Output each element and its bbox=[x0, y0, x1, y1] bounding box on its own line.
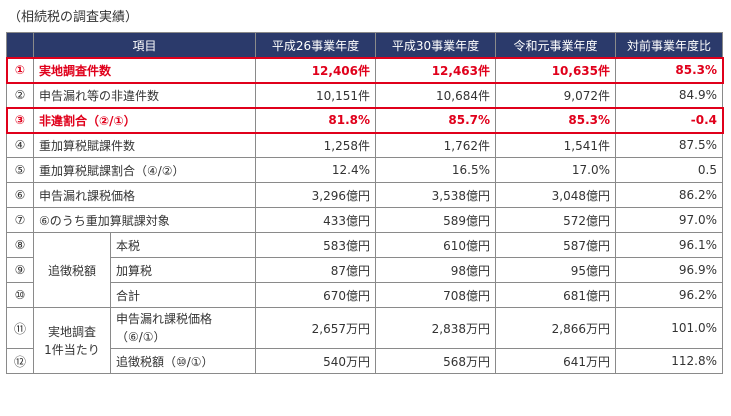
cell-y2: 1,762件 bbox=[375, 132, 497, 158]
row-number: ⑦ bbox=[6, 207, 34, 233]
cell-y1: 81.8% bbox=[255, 107, 377, 133]
row-number: ⑧ bbox=[6, 232, 34, 258]
group-label-per-case: 実地調査 1件当たり bbox=[33, 307, 111, 374]
cell-y2: 589億円 bbox=[375, 207, 497, 233]
sublabel-line: 申告漏れ課税価格 bbox=[116, 312, 213, 326]
cell-ratio: -0.4 bbox=[615, 107, 724, 133]
header-y3: 令和元事業年度 bbox=[495, 32, 617, 58]
cell-y1: 583億円 bbox=[255, 232, 377, 258]
cell-y3: 572億円 bbox=[495, 207, 617, 233]
tax-audit-table: 項目 平成26事業年度 平成30事業年度 令和元事業年度 対前事業年度比 ① 実… bbox=[5, 32, 724, 374]
cell-ratio: 101.0% bbox=[615, 307, 724, 349]
cell-y3: 9,072件 bbox=[495, 82, 617, 108]
cell-y1: 87億円 bbox=[255, 257, 377, 283]
cell-y3: 17.0% bbox=[495, 157, 617, 183]
cell-y3: 681億円 bbox=[495, 282, 617, 308]
row-label: 重加算税賦課割合（④/②） bbox=[32, 157, 257, 183]
cell-y3: 95億円 bbox=[495, 257, 617, 283]
table-row: ⑨ 加算税 87億円 98億円 95億円 96.9% bbox=[6, 257, 724, 283]
cell-y1: 10,151件 bbox=[255, 82, 377, 108]
row-number: ③ bbox=[6, 107, 34, 133]
cell-y1: 12,406件 bbox=[255, 57, 377, 83]
cell-y1: 3,296億円 bbox=[255, 182, 377, 208]
cell-ratio: 84.9% bbox=[615, 82, 724, 108]
row-sublabel: 申告漏れ課税価格 （⑥/①） bbox=[109, 307, 257, 349]
header-y2: 平成30事業年度 bbox=[375, 32, 497, 58]
row-number: ⑪ bbox=[6, 307, 34, 349]
cell-ratio: 97.0% bbox=[615, 207, 724, 233]
row-sublabel: 本税 bbox=[109, 232, 257, 258]
cell-ratio: 85.3% bbox=[615, 57, 724, 83]
table-row: ⑤ 重加算税賦課割合（④/②） 12.4% 16.5% 17.0% 0.5 bbox=[6, 157, 724, 183]
cell-y2: 3,538億円 bbox=[375, 182, 497, 208]
row-sublabel: 合計 bbox=[109, 282, 257, 308]
row-sublabel: 追徴税額（⑩/①） bbox=[109, 348, 257, 374]
cell-ratio: 112.8% bbox=[615, 348, 724, 374]
table-row: ⑦ ⑥のうち重加算賦課対象 433億円 589億円 572億円 97.0% bbox=[6, 207, 724, 233]
cell-ratio: 86.2% bbox=[615, 182, 724, 208]
cell-y3: 1,541件 bbox=[495, 132, 617, 158]
table-caption: （相続税の調査実績） bbox=[8, 10, 139, 25]
group-label-line: 実地調査 bbox=[47, 324, 96, 339]
group-label-additional-tax: 追徴税額 bbox=[33, 232, 111, 308]
row-number: ⑩ bbox=[6, 282, 34, 308]
cell-y2: 16.5% bbox=[375, 157, 497, 183]
row-number: ⑨ bbox=[6, 257, 34, 283]
row-number: ⑥ bbox=[6, 182, 34, 208]
row-number: ⑫ bbox=[6, 348, 34, 374]
cell-y2: 10,684件 bbox=[375, 82, 497, 108]
cell-y3: 641万円 bbox=[495, 348, 617, 374]
cell-y3: 2,866万円 bbox=[495, 307, 617, 349]
row-number: ① bbox=[6, 57, 34, 83]
header-ratio: 対前事業年度比 bbox=[615, 32, 724, 58]
cell-y2: 708億円 bbox=[375, 282, 497, 308]
row-label: 実地調査件数 bbox=[32, 57, 257, 83]
cell-y2: 610億円 bbox=[375, 232, 497, 258]
cell-y3: 587億円 bbox=[495, 232, 617, 258]
table-row: ⑫ 追徴税額（⑩/①） 540万円 568万円 641万円 112.8% bbox=[6, 348, 724, 374]
cell-ratio: 96.9% bbox=[615, 257, 724, 283]
cell-y2: 568万円 bbox=[375, 348, 497, 374]
row-label: ⑥のうち重加算賦課対象 bbox=[32, 207, 257, 233]
row-number: ④ bbox=[6, 132, 34, 158]
row-label: 申告漏れ課税価格 bbox=[32, 182, 257, 208]
cell-y3: 85.3% bbox=[495, 107, 617, 133]
table-row: ⑩ 合計 670億円 708億円 681億円 96.2% bbox=[6, 282, 724, 308]
cell-y1: 540万円 bbox=[255, 348, 377, 374]
table-row: ⑥ 申告漏れ課税価格 3,296億円 3,538億円 3,048億円 86.2% bbox=[6, 182, 724, 208]
cell-y3: 3,048億円 bbox=[495, 182, 617, 208]
table-row: ⑪ 実地調査 1件当たり 申告漏れ課税価格 （⑥/①） 2,657万円 2,83… bbox=[6, 307, 724, 374]
cell-y1: 1,258件 bbox=[255, 132, 377, 158]
cell-y1: 12.4% bbox=[255, 157, 377, 183]
cell-y2: 98億円 bbox=[375, 257, 497, 283]
cell-y2: 12,463件 bbox=[375, 57, 497, 83]
cell-y1: 2,657万円 bbox=[255, 307, 377, 349]
cell-ratio: 87.5% bbox=[615, 132, 724, 158]
table-row: ② 申告漏れ等の非違件数 10,151件 10,684件 9,072件 84.9… bbox=[6, 82, 724, 108]
table-row: ③ 非違割合（②/①） 81.8% 85.7% 85.3% -0.4 bbox=[5, 106, 724, 134]
cell-y1: 670億円 bbox=[255, 282, 377, 308]
group-label-line: 1件当たり bbox=[44, 342, 100, 357]
cell-ratio: 0.5 bbox=[615, 157, 724, 183]
cell-y2: 85.7% bbox=[375, 107, 497, 133]
cell-y3: 10,635件 bbox=[495, 57, 617, 83]
row-label: 重加算税賦課件数 bbox=[32, 132, 257, 158]
row-label: 申告漏れ等の非違件数 bbox=[32, 82, 257, 108]
table-header-row: 項目 平成26事業年度 平成30事業年度 令和元事業年度 対前事業年度比 bbox=[6, 32, 724, 58]
header-y1: 平成26事業年度 bbox=[255, 32, 377, 58]
header-num bbox=[6, 32, 34, 58]
sublabel-line: （⑥/①） bbox=[116, 330, 166, 344]
row-sublabel: 加算税 bbox=[109, 257, 257, 283]
row-number: ② bbox=[6, 82, 34, 108]
cell-y2: 2,838万円 bbox=[375, 307, 497, 349]
cell-ratio: 96.1% bbox=[615, 232, 724, 258]
row-label: 非違割合（②/①） bbox=[32, 107, 257, 133]
table-row: ⑧ 追徴税額 本税 583億円 610億円 587億円 96.1% bbox=[6, 232, 724, 308]
table-row: ④ 重加算税賦課件数 1,258件 1,762件 1,541件 87.5% bbox=[6, 132, 724, 158]
cell-ratio: 96.2% bbox=[615, 282, 724, 308]
header-item: 項目 bbox=[32, 32, 257, 58]
cell-y1: 433億円 bbox=[255, 207, 377, 233]
table-row: ① 実地調査件数 12,406件 12,463件 10,635件 85.3% bbox=[5, 56, 724, 84]
row-number: ⑤ bbox=[6, 157, 34, 183]
